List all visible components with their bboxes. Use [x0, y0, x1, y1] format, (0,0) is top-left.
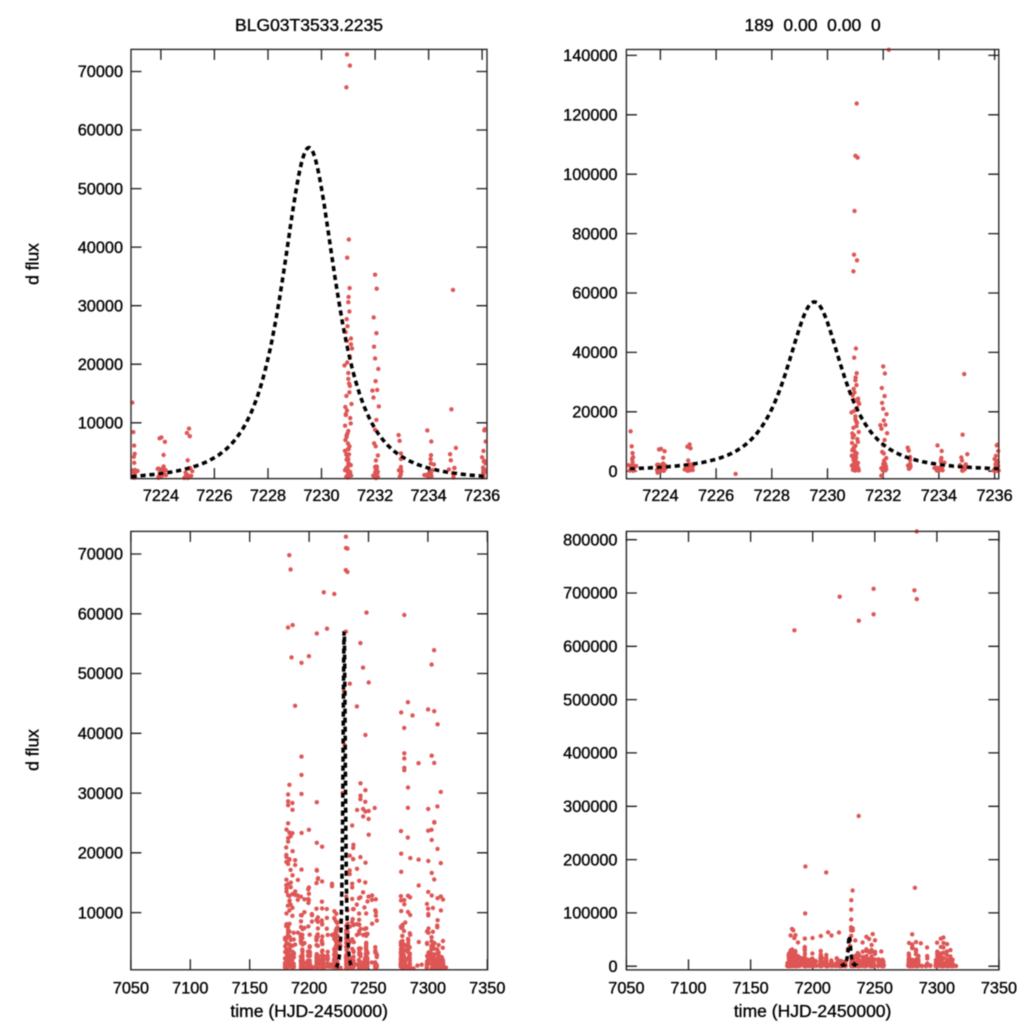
svg-text:20000: 20000 — [78, 356, 123, 374]
svg-text:time (HJD-2450000): time (HJD-2450000) — [230, 1001, 388, 1021]
svg-text:120000: 120000 — [563, 107, 617, 125]
svg-text:0: 0 — [608, 958, 617, 976]
svg-text:7250: 7250 — [857, 980, 893, 998]
svg-text:500000: 500000 — [563, 691, 617, 709]
svg-text:time (HJD-2450000): time (HJD-2450000) — [734, 1001, 892, 1021]
svg-text:100000: 100000 — [563, 166, 617, 184]
svg-text:70000: 70000 — [78, 63, 123, 81]
svg-text:140000: 140000 — [563, 47, 617, 65]
svg-text:40000: 40000 — [78, 239, 123, 257]
svg-text:7200: 7200 — [795, 980, 831, 998]
svg-text:30000: 30000 — [78, 297, 123, 315]
svg-text:100000: 100000 — [563, 905, 617, 923]
svg-text:7300: 7300 — [410, 980, 446, 998]
svg-text:20000: 20000 — [78, 845, 123, 863]
svg-text:7224: 7224 — [642, 487, 678, 505]
svg-text:7350: 7350 — [469, 980, 505, 998]
svg-text:7050: 7050 — [608, 980, 644, 998]
svg-text:0: 0 — [608, 463, 617, 481]
svg-text:7234: 7234 — [410, 487, 446, 505]
svg-text:7234: 7234 — [921, 487, 957, 505]
svg-text:600000: 600000 — [563, 638, 617, 656]
svg-text:7350: 7350 — [981, 980, 1017, 998]
svg-text:7236: 7236 — [464, 487, 500, 505]
svg-text:20000: 20000 — [572, 404, 617, 422]
svg-text:7300: 7300 — [919, 980, 955, 998]
svg-text:7230: 7230 — [303, 487, 339, 505]
svg-text:7226: 7226 — [196, 487, 232, 505]
svg-text:10000: 10000 — [78, 415, 123, 433]
svg-text:40000: 40000 — [572, 344, 617, 362]
svg-text:BLG03T3533.2235: BLG03T3533.2235 — [235, 15, 383, 35]
svg-text:50000: 50000 — [78, 180, 123, 198]
svg-text:189 0.00 0.00 0: 189 0.00 0.00 0 — [744, 15, 880, 35]
svg-text:80000: 80000 — [572, 225, 617, 243]
svg-text:200000: 200000 — [563, 851, 617, 869]
svg-text:60000: 60000 — [78, 606, 123, 624]
svg-text:d flux: d flux — [23, 729, 43, 771]
svg-text:10000: 10000 — [78, 904, 123, 922]
svg-text:70000: 70000 — [78, 546, 123, 564]
svg-text:7150: 7150 — [232, 980, 268, 998]
svg-text:7236: 7236 — [976, 487, 1012, 505]
svg-text:7050: 7050 — [113, 980, 149, 998]
svg-text:400000: 400000 — [563, 745, 617, 763]
svg-text:300000: 300000 — [563, 798, 617, 816]
svg-text:7224: 7224 — [143, 487, 179, 505]
svg-text:7100: 7100 — [670, 980, 706, 998]
svg-text:7228: 7228 — [754, 487, 790, 505]
svg-text:60000: 60000 — [78, 122, 123, 140]
svg-text:7228: 7228 — [250, 487, 286, 505]
svg-text:7150: 7150 — [732, 980, 768, 998]
svg-text:40000: 40000 — [78, 725, 123, 743]
svg-text:d flux: d flux — [23, 243, 43, 285]
svg-text:800000: 800000 — [563, 531, 617, 549]
svg-text:7230: 7230 — [809, 487, 845, 505]
svg-text:7100: 7100 — [172, 980, 208, 998]
svg-text:50000: 50000 — [78, 665, 123, 683]
svg-text:7200: 7200 — [291, 980, 327, 998]
svg-text:7232: 7232 — [865, 487, 901, 505]
svg-text:700000: 700000 — [563, 585, 617, 603]
svg-text:7250: 7250 — [350, 980, 386, 998]
svg-text:60000: 60000 — [572, 285, 617, 303]
svg-text:7226: 7226 — [698, 487, 734, 505]
svg-text:30000: 30000 — [78, 785, 123, 803]
svg-text:7232: 7232 — [357, 487, 393, 505]
